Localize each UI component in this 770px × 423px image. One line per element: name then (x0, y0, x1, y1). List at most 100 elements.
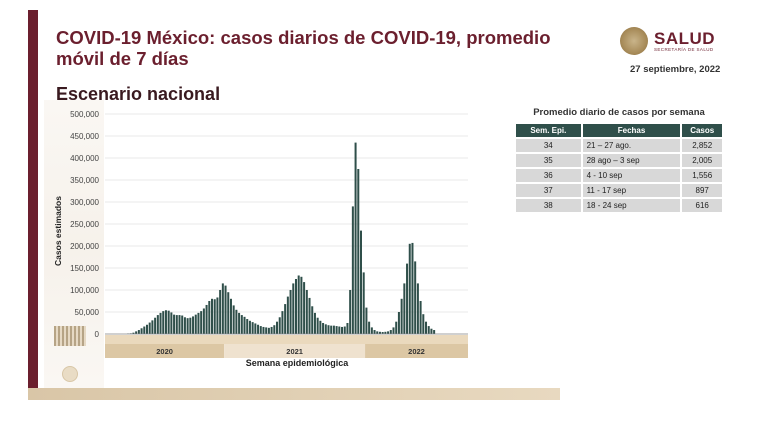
bar (208, 301, 211, 334)
bar (362, 272, 365, 334)
bar (135, 331, 138, 334)
bar (154, 317, 157, 334)
cell-week: 36 (516, 169, 581, 182)
bottom-bar (28, 388, 560, 400)
bar (308, 297, 311, 334)
seal-icon (620, 27, 648, 55)
bar (313, 312, 316, 334)
bar (311, 306, 314, 334)
bar (392, 327, 395, 334)
bar (349, 290, 352, 334)
bar (267, 327, 270, 334)
bar (265, 327, 268, 334)
y-tick-label: 350,000 (70, 176, 99, 185)
cell-dates: 28 ago – 3 sep (582, 154, 681, 167)
bar (173, 314, 176, 334)
bar (243, 316, 246, 334)
bar (327, 325, 330, 334)
bar (202, 308, 205, 334)
bar (140, 328, 143, 334)
bars (127, 142, 436, 334)
bar (162, 311, 165, 334)
bar (148, 322, 151, 334)
bar (194, 314, 197, 334)
week-tick-band (105, 335, 468, 344)
y-tick-label: 150,000 (70, 264, 99, 273)
year-label: 2020 (156, 347, 173, 356)
bar (164, 310, 167, 334)
bar (303, 282, 306, 334)
grid (105, 113, 468, 335)
bar (205, 304, 208, 334)
table-row: 34 21 – 27 ago. 2,852 (516, 139, 722, 152)
bar (305, 290, 308, 334)
bar (319, 320, 322, 334)
bar (262, 326, 265, 334)
bar (322, 323, 325, 334)
year-label: 2021 (286, 347, 303, 356)
header-dates: Fechas (582, 124, 681, 137)
y-tick-label: 100,000 (70, 286, 99, 295)
bar (354, 142, 357, 334)
cell-week: 38 (516, 199, 581, 212)
bar (189, 317, 192, 334)
logo-name: SALUD (654, 29, 716, 48)
table-row: 37 11 - 17 sep 897 (516, 184, 722, 197)
bar (183, 317, 186, 334)
bar (175, 315, 178, 334)
bar (332, 325, 335, 334)
bar (406, 263, 409, 334)
bar (292, 283, 295, 334)
cell-dates: 4 - 10 sep (582, 169, 681, 182)
bar (300, 276, 303, 334)
cell-cases: 897 (682, 184, 722, 197)
table-header-row: Sem. Epi. Fechas Casos (516, 124, 722, 137)
bar (211, 298, 214, 334)
bar (240, 315, 243, 334)
bar (414, 261, 417, 334)
bar (397, 312, 400, 334)
bar (284, 304, 287, 334)
bar (143, 326, 146, 334)
bar (365, 307, 368, 334)
bar (273, 325, 276, 334)
logo-sub: SECRETARÍA DE SALUD (654, 47, 714, 52)
bar (170, 312, 173, 334)
y-tick-label: 500,000 (70, 110, 99, 119)
bar (381, 332, 384, 334)
y-axis-label: Casos estimados (53, 196, 63, 266)
cell-cases: 2,005 (682, 154, 722, 167)
bar (324, 324, 327, 334)
y-tick-label: 300,000 (70, 198, 99, 207)
year-band (365, 344, 468, 358)
bar (338, 326, 341, 334)
bar (235, 309, 238, 334)
cell-dates: 18 - 24 sep (582, 199, 681, 212)
table-row: 38 18 - 24 sep 616 (516, 199, 722, 212)
bar (425, 321, 428, 334)
bar (422, 314, 425, 334)
bar (238, 312, 241, 334)
cases-table: Sem. Epi. Fechas Casos 34 21 – 27 ago. 2… (516, 122, 722, 214)
side-band (28, 10, 38, 400)
bar (257, 324, 260, 334)
bar (343, 326, 346, 334)
bar (197, 312, 200, 334)
table-title: Promedio diario de casos por semana (533, 107, 705, 118)
y-tick-label: 0 (95, 330, 100, 339)
bar (408, 243, 411, 334)
bar (186, 318, 189, 334)
year-band (224, 344, 366, 358)
bar (368, 321, 371, 334)
weekly-average-table: Promedio diario de casos por semana Sem.… (516, 107, 722, 214)
bar (341, 326, 344, 334)
bar (411, 242, 414, 334)
bar (376, 331, 379, 334)
bar (289, 290, 292, 334)
bar (330, 325, 333, 334)
slide-title: COVID-19 México: casos diarios de COVID-… (56, 27, 551, 69)
bar (251, 322, 254, 334)
bar (378, 331, 381, 334)
bar (294, 279, 297, 334)
bar (395, 321, 398, 334)
